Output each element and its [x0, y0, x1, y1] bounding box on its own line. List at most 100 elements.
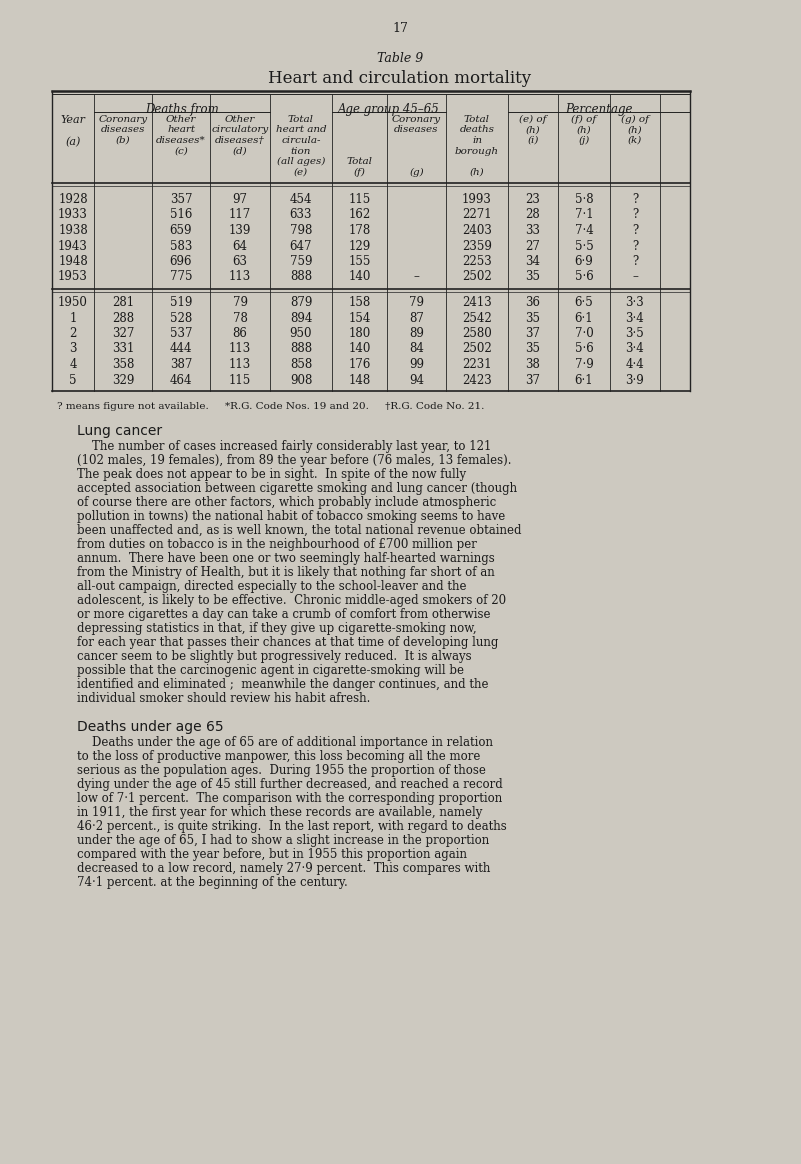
Text: 140: 140 — [348, 342, 371, 355]
Text: (h): (h) — [525, 126, 541, 135]
Text: 2231: 2231 — [462, 359, 492, 371]
Text: 3·3: 3·3 — [626, 296, 644, 308]
Text: 158: 158 — [348, 296, 371, 308]
Text: 78: 78 — [232, 312, 248, 325]
Text: ?: ? — [632, 255, 638, 268]
Text: 659: 659 — [170, 223, 192, 237]
Text: Other: Other — [166, 115, 196, 125]
Text: 36: 36 — [525, 296, 541, 308]
Text: deaths: deaths — [460, 126, 494, 135]
Text: 23: 23 — [525, 193, 541, 206]
Text: 7·0: 7·0 — [574, 327, 594, 340]
Text: decreased to a low record, namely 27·9 percent.  This compares with: decreased to a low record, namely 27·9 p… — [77, 863, 490, 875]
Text: Deaths under the age of 65 are of additional importance in relation: Deaths under the age of 65 are of additi… — [77, 736, 493, 748]
Text: 155: 155 — [348, 255, 371, 268]
Text: 84: 84 — [409, 342, 424, 355]
Text: possible that the carcinogenic agent in cigarette-smoking will be: possible that the carcinogenic agent in … — [77, 663, 464, 677]
Text: accepted association between cigarette smoking and lung cancer (though: accepted association between cigarette s… — [77, 482, 517, 495]
Text: 7·4: 7·4 — [574, 223, 594, 237]
Text: 115: 115 — [229, 374, 252, 386]
Text: 357: 357 — [170, 193, 192, 206]
Text: 647: 647 — [290, 240, 312, 253]
Text: 775: 775 — [170, 270, 192, 284]
Text: The number of cases increased fairly considerably last year, to 121: The number of cases increased fairly con… — [77, 440, 491, 453]
Text: 2271: 2271 — [462, 208, 492, 221]
Text: annum.  There have been one or two seemingly half-hearted warnings: annum. There have been one or two seemin… — [77, 552, 495, 565]
Text: 358: 358 — [112, 359, 135, 371]
Text: Total: Total — [288, 115, 314, 125]
Text: 464: 464 — [170, 374, 192, 386]
Text: 28: 28 — [525, 208, 541, 221]
Text: Lung cancer: Lung cancer — [77, 424, 162, 438]
Text: (d): (d) — [232, 147, 248, 156]
Text: (f) of: (f) of — [571, 115, 597, 125]
Text: 3·4: 3·4 — [626, 312, 644, 325]
Text: Total: Total — [464, 115, 490, 125]
Text: (j): (j) — [578, 136, 590, 146]
Text: 633: 633 — [290, 208, 312, 221]
Text: 2502: 2502 — [462, 270, 492, 284]
Text: 176: 176 — [348, 359, 371, 371]
Text: (a): (a) — [66, 137, 81, 148]
Text: 528: 528 — [170, 312, 192, 325]
Text: 281: 281 — [112, 296, 134, 308]
Text: 1933: 1933 — [58, 208, 88, 221]
Text: ?: ? — [632, 193, 638, 206]
Text: cancer seem to be slightly but progressively reduced.  It is always: cancer seem to be slightly but progressi… — [77, 650, 472, 663]
Text: (h): (h) — [469, 168, 485, 177]
Text: 7·1: 7·1 — [574, 208, 594, 221]
Text: 113: 113 — [229, 342, 252, 355]
Text: ? means figure not available.     *R.G. Code Nos. 19 and 20.     †R.G. Code No. : ? means figure not available. *R.G. Code… — [57, 402, 485, 411]
Text: in 1911, the first year for which these records are available, namely: in 1911, the first year for which these … — [77, 805, 482, 819]
Text: 327: 327 — [112, 327, 135, 340]
Text: Deaths under age 65: Deaths under age 65 — [77, 721, 223, 734]
Text: 908: 908 — [290, 374, 312, 386]
Text: ?: ? — [632, 240, 638, 253]
Text: 1953: 1953 — [58, 270, 88, 284]
Text: 180: 180 — [348, 327, 371, 340]
Text: 2253: 2253 — [462, 255, 492, 268]
Text: 94: 94 — [409, 374, 424, 386]
Text: (e): (e) — [294, 168, 308, 177]
Text: 113: 113 — [229, 359, 252, 371]
Text: 454: 454 — [290, 193, 312, 206]
Text: 140: 140 — [348, 270, 371, 284]
Text: 888: 888 — [290, 342, 312, 355]
Text: 89: 89 — [409, 327, 424, 340]
Text: 148: 148 — [348, 374, 371, 386]
Text: 5·8: 5·8 — [574, 193, 594, 206]
Text: (c): (c) — [174, 147, 188, 156]
Text: (e) of: (e) of — [519, 115, 547, 125]
Text: (102 males, 19 females), from 89 the year before (76 males, 13 females).: (102 males, 19 females), from 89 the yea… — [77, 454, 512, 467]
Text: The peak does not appear to be in sight.  In spite of the now fully: The peak does not appear to be in sight.… — [77, 468, 466, 481]
Text: Table 9: Table 9 — [377, 52, 423, 65]
Text: (f): (f) — [353, 168, 365, 177]
Text: 37: 37 — [525, 374, 541, 386]
Text: 162: 162 — [348, 208, 371, 221]
Text: 2502: 2502 — [462, 342, 492, 355]
Text: low of 7·1 percent.  The comparison with the corresponding proportion: low of 7·1 percent. The comparison with … — [77, 792, 502, 805]
Text: 1: 1 — [70, 312, 77, 325]
Text: depressing statistics in that, if they give up cigarette-smoking now,: depressing statistics in that, if they g… — [77, 622, 477, 636]
Text: 2580: 2580 — [462, 327, 492, 340]
Text: Year: Year — [61, 115, 86, 125]
Text: diseases*: diseases* — [156, 136, 206, 146]
Text: 696: 696 — [170, 255, 192, 268]
Text: 35: 35 — [525, 312, 541, 325]
Text: 63: 63 — [232, 255, 248, 268]
Text: diseases: diseases — [394, 126, 439, 135]
Text: 79: 79 — [409, 296, 424, 308]
Text: heart: heart — [167, 126, 195, 135]
Text: 46·2 percent., is quite striking.  In the last report, with regard to deaths: 46·2 percent., is quite striking. In the… — [77, 819, 507, 833]
Text: 178: 178 — [348, 223, 371, 237]
Text: 5: 5 — [69, 374, 77, 386]
Text: 4: 4 — [69, 359, 77, 371]
Text: 115: 115 — [348, 193, 371, 206]
Text: 759: 759 — [290, 255, 312, 268]
Text: 6·9: 6·9 — [574, 255, 594, 268]
Text: serious as the population ages.  During 1955 the proportion of those: serious as the population ages. During 1… — [77, 764, 486, 778]
Text: 888: 888 — [290, 270, 312, 284]
Text: 516: 516 — [170, 208, 192, 221]
Text: circulatory: circulatory — [211, 126, 268, 135]
Text: 444: 444 — [170, 342, 192, 355]
